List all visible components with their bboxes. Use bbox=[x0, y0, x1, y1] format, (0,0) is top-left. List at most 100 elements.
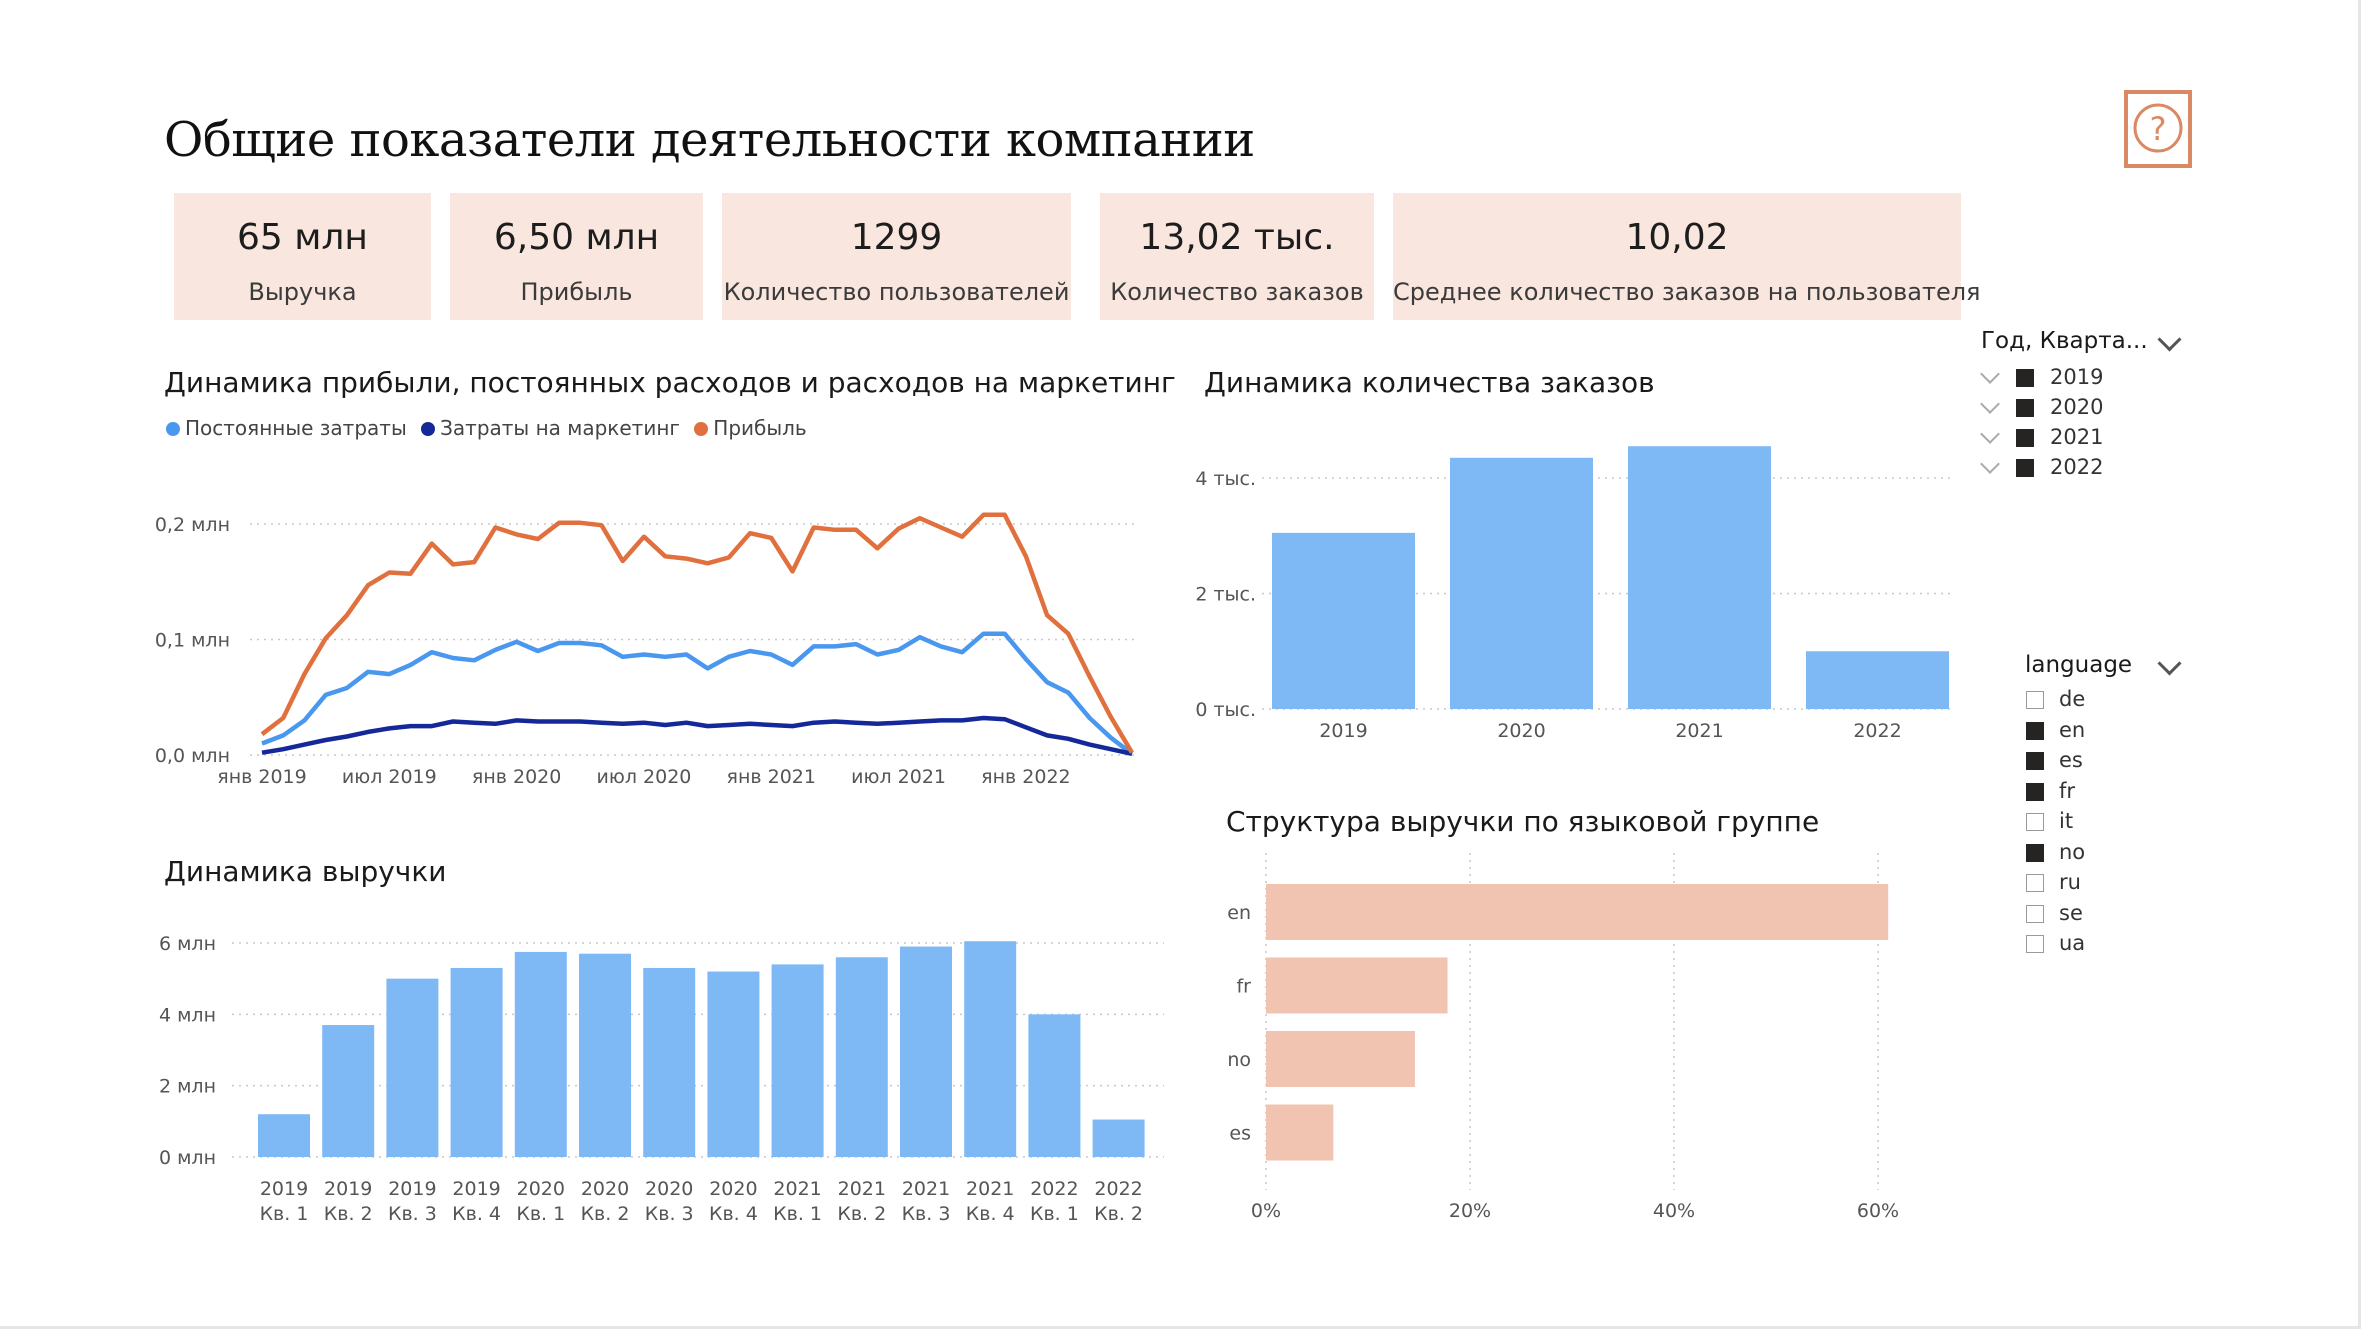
tick-label: 2022 bbox=[1030, 1178, 1078, 1200]
checkbox[interactable] bbox=[2026, 691, 2044, 709]
slicer-item-en[interactable]: en bbox=[2026, 718, 2226, 744]
series-line-profit bbox=[260, 512, 1134, 754]
checkbox[interactable] bbox=[2026, 843, 2044, 862]
checkbox[interactable] bbox=[2016, 399, 2034, 417]
slicer-item-ru[interactable]: ru bbox=[2026, 870, 2226, 896]
tick-label: Кв. 1 bbox=[1030, 1203, 1079, 1225]
tick-label: Кв. 2 bbox=[1094, 1203, 1143, 1225]
chevron-down-icon[interactable] bbox=[1980, 364, 2000, 384]
tick-label: 0% bbox=[1251, 1200, 1281, 1222]
kpi-card-revenue[interactable]: 65 млн Выручка bbox=[174, 193, 431, 320]
orders-chart-title: Динамика количества заказов bbox=[1204, 366, 1655, 399]
lang-bar bbox=[1266, 884, 1889, 940]
chevron-down-icon[interactable] bbox=[1980, 394, 2000, 414]
orders-bar bbox=[1806, 651, 1949, 709]
series-line-fixed-costs bbox=[261, 631, 1134, 756]
checkbox[interactable] bbox=[2026, 752, 2044, 770]
tick-label: Кв. 2 bbox=[837, 1203, 886, 1225]
kpi-card-orders-per-user[interactable]: 10,02 Среднее количество заказов на поль… bbox=[1393, 193, 1981, 320]
slicer-item-label: es bbox=[2059, 748, 2083, 772]
slicer-item-label: de bbox=[2059, 687, 2086, 711]
slicer-item-2022[interactable]: 2022 bbox=[1980, 454, 2183, 481]
slicer-item-es[interactable]: es bbox=[2026, 748, 2226, 774]
tick-label: 0 млн bbox=[159, 1147, 216, 1169]
tick-label: янв 2021 bbox=[727, 766, 816, 788]
lang-bar bbox=[1266, 1031, 1415, 1087]
help-button[interactable]: ? bbox=[2124, 90, 2192, 168]
checkbox[interactable] bbox=[2016, 429, 2034, 447]
slicer-item-label: 2022 bbox=[2050, 455, 2104, 479]
tick-label: Кв. 4 bbox=[709, 1203, 758, 1225]
tick-label: 2 млн bbox=[159, 1076, 216, 1098]
kpi-value: 1299 bbox=[850, 217, 943, 258]
profit-chart-title: Динамика прибыли, постоянных расходов и … bbox=[164, 366, 1176, 399]
legend-dot bbox=[421, 422, 436, 436]
tick-label: 0,0 млн bbox=[155, 745, 230, 767]
slicer-item-2021[interactable]: 2021 bbox=[1980, 424, 2183, 451]
checkbox[interactable] bbox=[2016, 369, 2034, 387]
tick-label: 40% bbox=[1653, 1200, 1695, 1222]
slicer-item-no[interactable]: no bbox=[2026, 840, 2226, 866]
orders-bar bbox=[1272, 532, 1415, 709]
kpi-card-users[interactable]: 1299 Количество пользователей bbox=[722, 193, 1071, 320]
revenue-chart-title: Динамика выручки bbox=[164, 855, 447, 888]
lang-bar bbox=[1266, 957, 1448, 1014]
checkbox[interactable] bbox=[2026, 935, 2044, 953]
checkbox[interactable] bbox=[2026, 782, 2044, 801]
tick-label: Кв. 3 bbox=[645, 1203, 694, 1225]
revenue-bar bbox=[964, 941, 1017, 1157]
kpi-value: 10,02 bbox=[1625, 217, 1729, 258]
slicer-item-label: en bbox=[2059, 717, 2086, 742]
slicer-item-ua[interactable]: ua bbox=[2026, 931, 2226, 957]
tick-label: 0,2 млн bbox=[155, 514, 230, 536]
revenue-bar bbox=[707, 971, 760, 1157]
slicer-item-se[interactable]: se bbox=[2026, 901, 2226, 927]
tick-label: янв 2020 bbox=[472, 766, 561, 788]
slicer-item-it[interactable]: it bbox=[2026, 809, 2226, 835]
slicer-item-2020[interactable]: 2020 bbox=[1980, 394, 2183, 421]
checkbox[interactable] bbox=[2026, 874, 2044, 892]
kpi-label: Количество пользователей bbox=[723, 278, 1070, 306]
kpi-value: 6,50 млн bbox=[493, 217, 660, 258]
revenue-bar bbox=[258, 1114, 310, 1157]
checkbox[interactable] bbox=[2026, 904, 2044, 923]
checkbox[interactable] bbox=[2026, 721, 2044, 740]
tick-label: Кв. 3 bbox=[902, 1203, 951, 1225]
tick-label: Кв. 1 bbox=[516, 1203, 565, 1225]
revenue-bar bbox=[1028, 1014, 1081, 1157]
tick-label: 2021 bbox=[902, 1178, 950, 1200]
tick-label: 2021 bbox=[966, 1178, 1014, 1200]
tick-label: 0,1 млн bbox=[155, 630, 230, 652]
slicer-item-label: se bbox=[2059, 900, 2083, 925]
slicer-item-label: 2019 bbox=[2050, 365, 2104, 389]
slicer-item-label: it bbox=[2059, 809, 2074, 833]
chevron-down-icon[interactable] bbox=[1980, 424, 2000, 444]
checkbox[interactable] bbox=[2016, 459, 2034, 477]
revenue-bar bbox=[450, 967, 503, 1157]
tick-label: Кв. 1 bbox=[260, 1203, 309, 1225]
kpi-card-orders[interactable]: 13,02 тыс. Количество заказов bbox=[1100, 193, 1374, 320]
slicer-item-label: fr bbox=[2059, 778, 2076, 803]
tick-label: 60% bbox=[1857, 1200, 1899, 1222]
slicer-item-fr[interactable]: fr bbox=[2026, 779, 2226, 805]
revenue-bar bbox=[322, 1025, 375, 1157]
tick-label: 4 млн bbox=[159, 1004, 216, 1026]
orders-bar bbox=[1628, 446, 1771, 709]
tick-label: 2021 bbox=[773, 1178, 821, 1200]
tick-label: 2020 bbox=[517, 1178, 565, 1200]
legend-item-fixed-costs[interactable]: Постоянные затраты bbox=[166, 416, 407, 440]
page-title: Общие показатели деятельности компании bbox=[164, 112, 1255, 168]
slicer-item-label: ru bbox=[2059, 870, 2081, 894]
legend-label: Постоянные затраты bbox=[185, 416, 407, 440]
legend-item-marketing-costs[interactable]: Затраты на маркетинг bbox=[421, 416, 680, 440]
legend-dot bbox=[694, 422, 709, 436]
tick-label: 20% bbox=[1449, 1200, 1491, 1222]
tick-label: fr bbox=[1236, 976, 1251, 998]
slicer-item-de[interactable]: de bbox=[2026, 687, 2226, 713]
slicer-item-2019[interactable]: 2019 bbox=[1980, 364, 2183, 391]
chevron-down-icon[interactable] bbox=[1980, 454, 2000, 474]
checkbox[interactable] bbox=[2026, 813, 2044, 831]
legend-item-profit[interactable]: Прибыль bbox=[694, 416, 807, 440]
kpi-card-profit[interactable]: 6,50 млн Прибыль bbox=[450, 193, 703, 320]
